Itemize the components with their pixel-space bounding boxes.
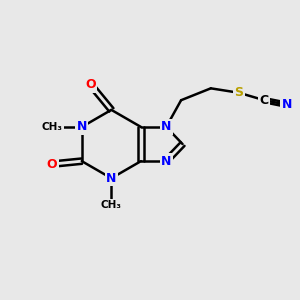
Text: S: S [235, 86, 244, 99]
Text: C: C [260, 94, 269, 107]
Text: N: N [161, 154, 171, 168]
Text: N: N [161, 121, 171, 134]
Text: N: N [76, 121, 87, 134]
Text: CH₃: CH₃ [101, 200, 122, 210]
Text: N: N [281, 98, 292, 111]
Text: O: O [47, 158, 57, 171]
Text: O: O [85, 78, 96, 91]
Text: CH₃: CH₃ [41, 122, 62, 132]
Text: N: N [106, 172, 116, 185]
